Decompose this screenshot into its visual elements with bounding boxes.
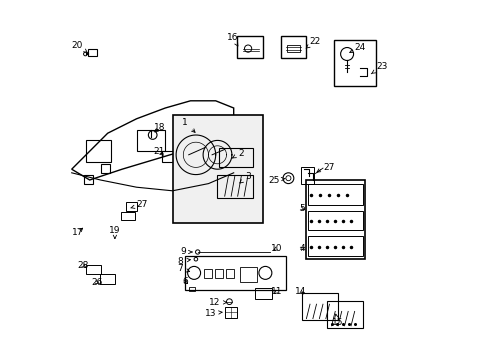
- Text: 8: 8: [177, 256, 190, 266]
- Text: 17: 17: [72, 228, 84, 237]
- Text: 23: 23: [370, 62, 387, 74]
- Text: 1: 1: [182, 118, 195, 132]
- FancyBboxPatch shape: [172, 115, 262, 223]
- Text: 16: 16: [227, 33, 238, 46]
- Text: 14: 14: [294, 287, 305, 296]
- Text: 7: 7: [177, 264, 189, 273]
- Text: 25: 25: [268, 176, 285, 185]
- FancyBboxPatch shape: [334, 40, 375, 86]
- FancyBboxPatch shape: [305, 180, 365, 259]
- Text: 6: 6: [182, 277, 187, 286]
- Text: 10: 10: [270, 244, 282, 253]
- Text: 26: 26: [91, 278, 102, 287]
- Text: 2: 2: [232, 149, 243, 158]
- Text: 27: 27: [323, 163, 334, 172]
- Text: 20: 20: [71, 41, 88, 53]
- FancyBboxPatch shape: [280, 36, 305, 58]
- Text: 12: 12: [209, 298, 226, 307]
- Text: 15: 15: [331, 314, 343, 327]
- FancyBboxPatch shape: [237, 36, 262, 58]
- Text: 3: 3: [239, 172, 250, 183]
- Text: 18: 18: [154, 123, 165, 132]
- Text: 13: 13: [204, 309, 222, 318]
- Text: 27: 27: [130, 200, 147, 209]
- Text: 4: 4: [299, 244, 305, 253]
- Text: 11: 11: [270, 287, 282, 296]
- Text: 5: 5: [299, 204, 305, 213]
- Text: 21: 21: [153, 147, 164, 156]
- Text: 19: 19: [109, 226, 121, 238]
- Text: 9: 9: [180, 248, 192, 256]
- Text: 22: 22: [305, 37, 320, 48]
- Text: 24: 24: [349, 43, 365, 53]
- Text: 28: 28: [78, 261, 89, 270]
